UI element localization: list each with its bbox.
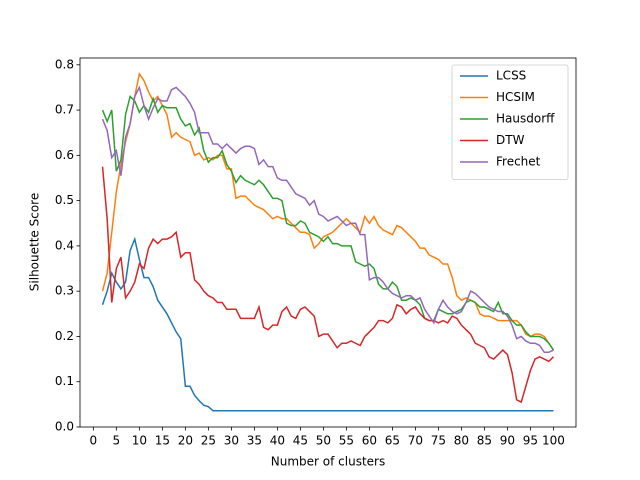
series-line bbox=[101, 236, 554, 412]
y-tick-label: 0.4 bbox=[55, 238, 74, 252]
y-tick-label: 0.1 bbox=[55, 374, 74, 388]
y-tick-label: 0.2 bbox=[55, 329, 74, 343]
x-tick-label: 0 bbox=[90, 434, 98, 448]
legend-box bbox=[451, 64, 569, 180]
y-tick-label: 0.3 bbox=[55, 284, 74, 298]
legend-label: LCSS bbox=[496, 69, 526, 83]
x-tick-label: 20 bbox=[178, 434, 193, 448]
x-tick-label: 40 bbox=[270, 434, 285, 448]
x-tick-label: 90 bbox=[500, 434, 515, 448]
legend-label: DTW bbox=[496, 133, 525, 147]
y-axis-label: Silhouette Score bbox=[28, 193, 42, 291]
x-tick-label: 35 bbox=[247, 434, 262, 448]
x-tick-label: 85 bbox=[477, 434, 492, 448]
x-tick-label: 45 bbox=[293, 434, 308, 448]
legend: LCSS HCSIM Hausdorff DTW Frechet bbox=[451, 64, 569, 180]
legend-label: HCSIM bbox=[496, 90, 535, 104]
x-tick-label: 95 bbox=[523, 434, 538, 448]
y-tick-label: 0.0 bbox=[55, 420, 74, 434]
y-tick-label: 0.8 bbox=[55, 57, 74, 71]
x-tick-label: 75 bbox=[431, 434, 446, 448]
x-tick-label: 55 bbox=[339, 434, 354, 448]
legend-label: Frechet bbox=[496, 155, 541, 169]
legend-label: Hausdorff bbox=[496, 112, 555, 126]
x-tick-label: 60 bbox=[362, 434, 377, 448]
x-tick-label: 80 bbox=[454, 434, 469, 448]
y-tick-label: 0.5 bbox=[55, 193, 74, 207]
x-tick-label: 70 bbox=[408, 434, 423, 448]
y-tick-label: 0.6 bbox=[55, 148, 74, 162]
series-line bbox=[101, 85, 554, 354]
plot-frame bbox=[79, 57, 577, 428]
y-tick-label: 0.7 bbox=[55, 103, 74, 117]
x-tick-label: 100 bbox=[542, 434, 565, 448]
x-tick-label: 10 bbox=[132, 434, 147, 448]
series-line bbox=[101, 71, 555, 351]
x-tick-label: 30 bbox=[224, 434, 239, 448]
x-axis-label: Number of clusters bbox=[271, 455, 385, 469]
x-tick-label: 50 bbox=[316, 434, 331, 448]
x-tick-label: 65 bbox=[385, 434, 400, 448]
series-line bbox=[101, 95, 555, 351]
x-tick-label: 25 bbox=[201, 434, 216, 448]
x-tick-label: 15 bbox=[155, 434, 170, 448]
series-line bbox=[101, 166, 554, 404]
x-tick-label: 5 bbox=[113, 434, 121, 448]
